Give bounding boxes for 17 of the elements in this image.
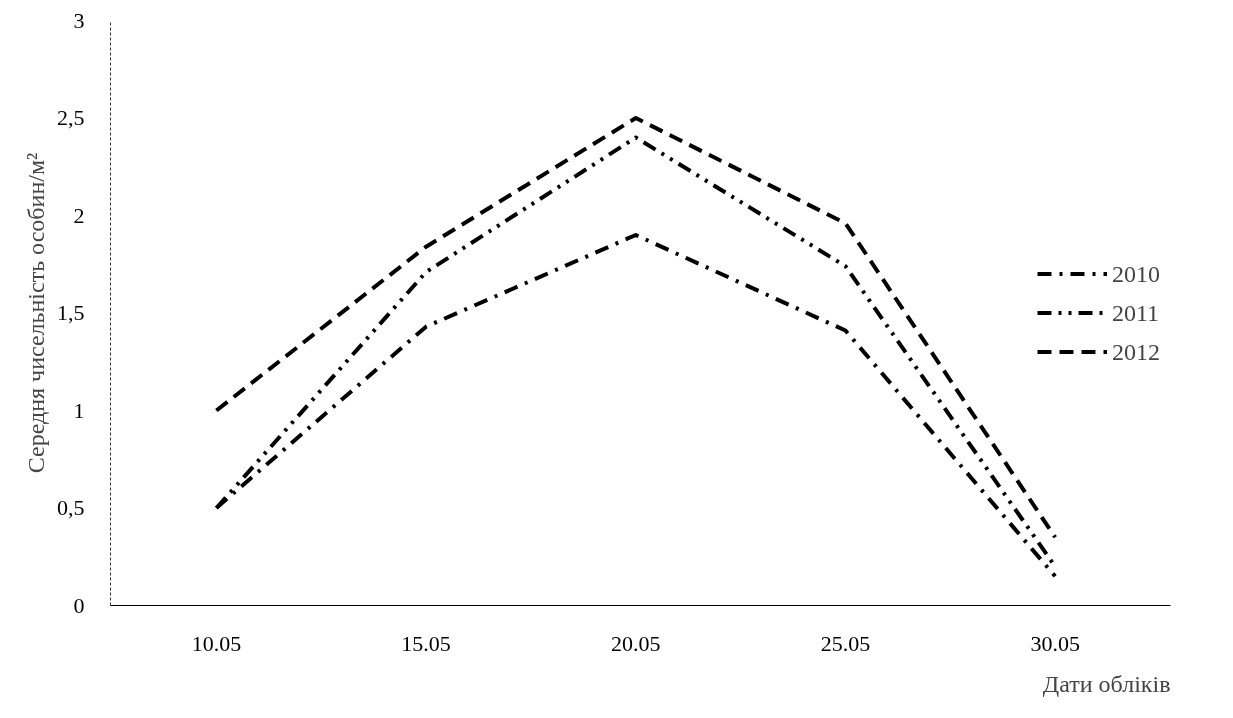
legend-label: 2012 — [1112, 338, 1160, 365]
x-tick-label: 20.05 — [611, 630, 661, 656]
legend-label: 2010 — [1112, 260, 1160, 287]
y-tick-label: 1 — [73, 397, 85, 423]
x-tick-label: 10.05 — [191, 630, 242, 656]
y-tick-label: 1,5 — [57, 300, 85, 325]
x-tick-label: 25.05 — [820, 630, 871, 656]
y-tick-label: 0,5 — [57, 495, 85, 520]
y-tick-label: 2,5 — [57, 105, 85, 130]
x-tick-label: 30.05 — [1030, 630, 1080, 656]
y-axis-title: Середня чисельність особин/м² — [23, 152, 49, 474]
legend-label: 2011 — [1112, 299, 1160, 326]
x-axis-title: Дати обліків — [1042, 670, 1171, 697]
y-tick-label: 3 — [73, 7, 85, 33]
x-tick-label: 15.05 — [401, 630, 451, 656]
y-tick-label: 2 — [73, 202, 85, 228]
y-tick-label: 0 — [73, 592, 85, 618]
